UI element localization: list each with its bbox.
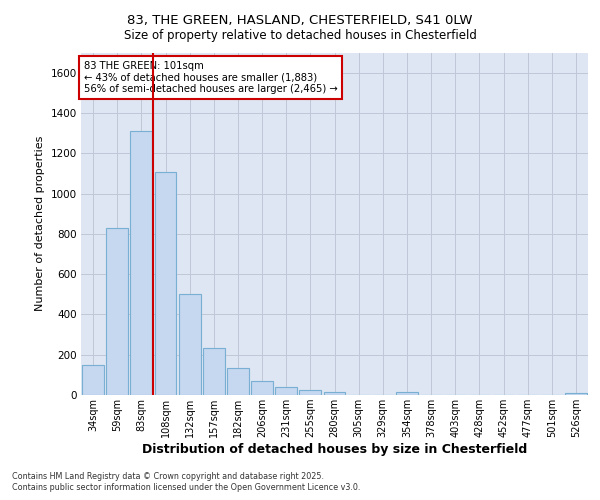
Text: Contains HM Land Registry data © Crown copyright and database right 2025.: Contains HM Land Registry data © Crown c… bbox=[12, 472, 324, 481]
Bar bbox=[251, 381, 273, 395]
Bar bbox=[179, 294, 200, 395]
X-axis label: Distribution of detached houses by size in Chesterfield: Distribution of detached houses by size … bbox=[142, 443, 527, 456]
Bar bbox=[82, 365, 104, 395]
Bar bbox=[565, 393, 587, 395]
Bar bbox=[106, 228, 128, 395]
Text: Size of property relative to detached houses in Chesterfield: Size of property relative to detached ho… bbox=[124, 29, 476, 42]
Bar bbox=[227, 368, 249, 395]
Bar bbox=[155, 172, 176, 395]
Bar bbox=[203, 348, 224, 395]
Bar bbox=[275, 388, 297, 395]
Bar bbox=[396, 392, 418, 395]
Bar bbox=[299, 390, 321, 395]
Bar bbox=[130, 131, 152, 395]
Y-axis label: Number of detached properties: Number of detached properties bbox=[35, 136, 45, 312]
Text: 83, THE GREEN, HASLAND, CHESTERFIELD, S41 0LW: 83, THE GREEN, HASLAND, CHESTERFIELD, S4… bbox=[127, 14, 473, 27]
Text: 83 THE GREEN: 101sqm
← 43% of detached houses are smaller (1,883)
56% of semi-de: 83 THE GREEN: 101sqm ← 43% of detached h… bbox=[83, 61, 337, 94]
Bar bbox=[323, 392, 346, 395]
Text: Contains public sector information licensed under the Open Government Licence v3: Contains public sector information licen… bbox=[12, 483, 361, 492]
